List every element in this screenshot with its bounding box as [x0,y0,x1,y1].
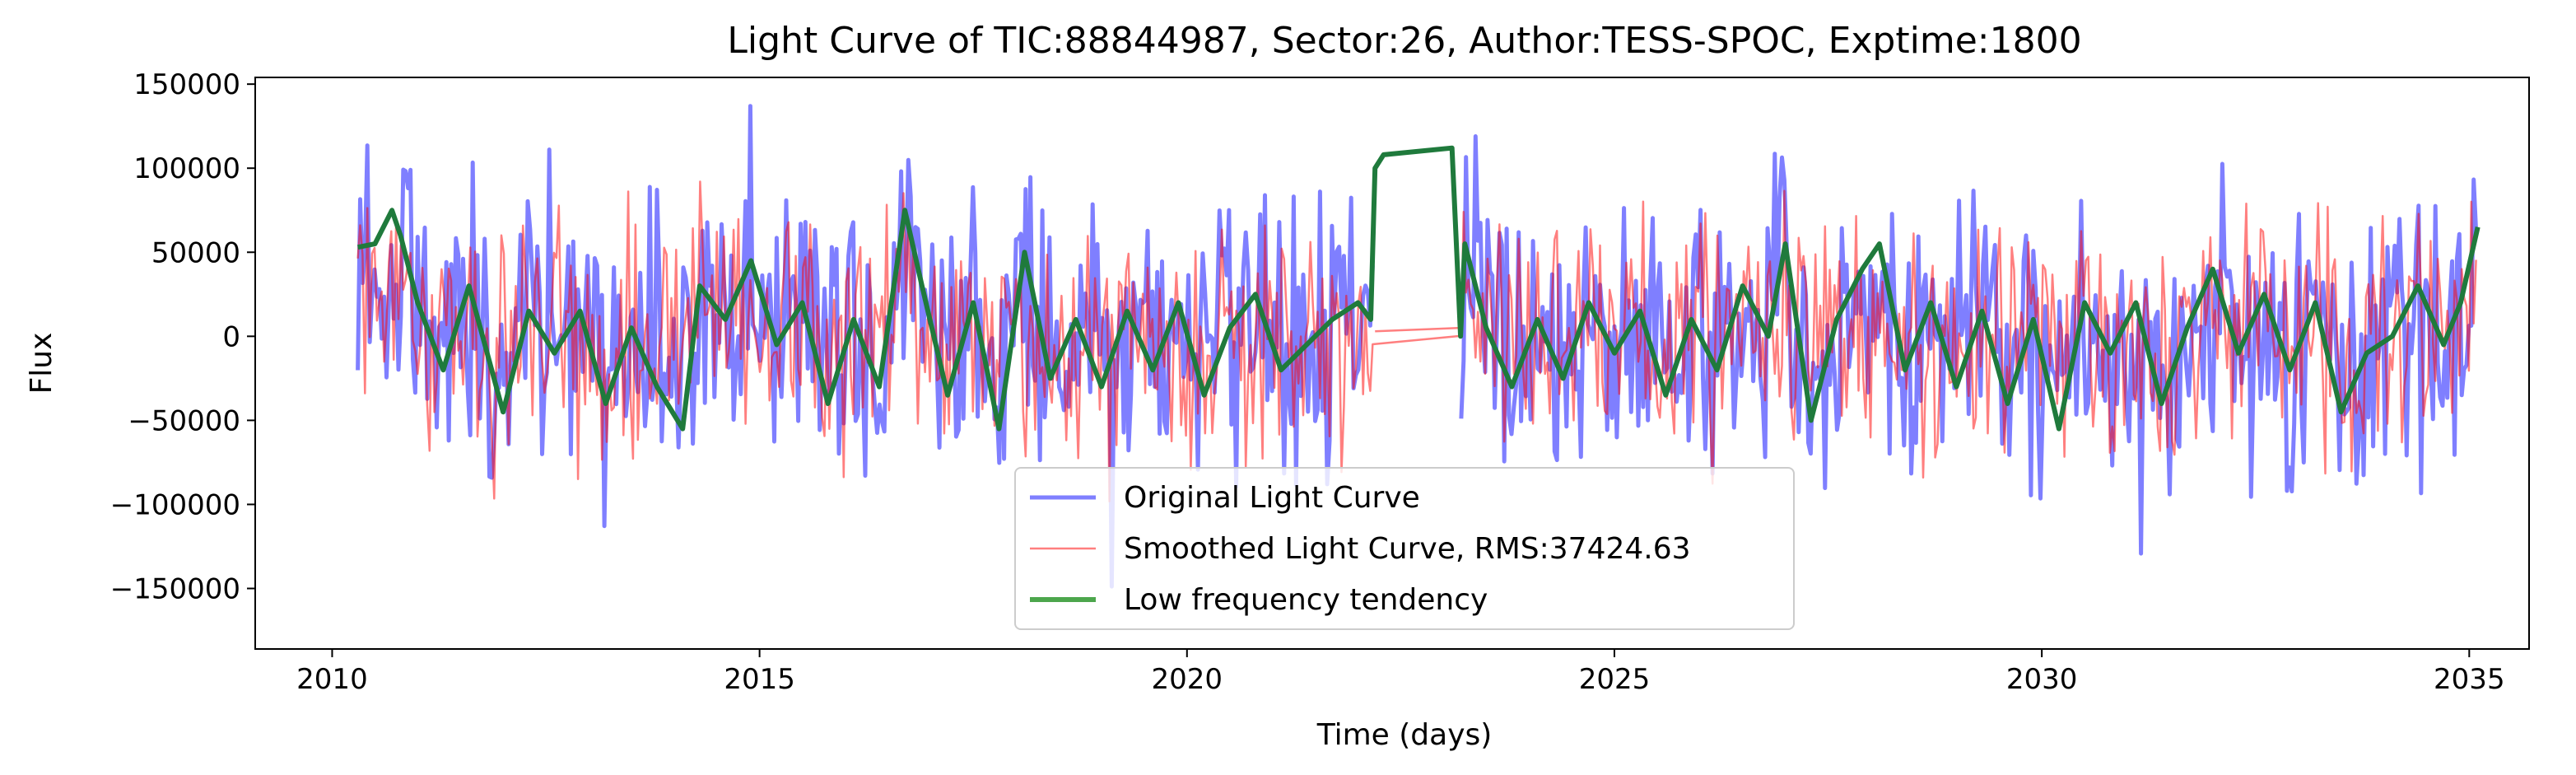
x-tick-label: 2020 [1152,663,1223,696]
series-low-frequency-tendency [357,145,2481,432]
x-tick-label: 2035 [2434,663,2505,696]
x-axis-label: Time (days) [1316,718,1493,752]
legend-label: Original Light Curve [1124,481,1420,515]
y-tick-label: 150000 [133,68,240,101]
legend-label: Low frequency tendency [1124,583,1488,617]
series-smoothed-gap-bridge [1375,326,1461,333]
x-tick-label: 2015 [724,663,795,696]
y-tick-label: −100000 [110,488,240,521]
y-tick-label: 100000 [133,152,240,185]
y-tick-label: −50000 [128,404,240,437]
plot-frame [254,77,2530,650]
x-tick-label: 2025 [1579,663,1651,696]
y-tick-label: 0 [222,320,240,353]
legend-frame [1014,467,1795,630]
legend: Original Light Curve Smoothed Light Curve… [1014,467,1795,630]
y-tick-label: −150000 [110,573,240,606]
x-axis: 2010 2015 2020 2025 2030 2035 [296,649,2505,696]
y-axis: −150000 −100000 −50000 0 50000 100000 150000 [110,68,255,606]
y-tick-label: 50000 [151,236,240,269]
x-tick-label: 2030 [2006,663,2078,696]
legend-label: Smoothed Light Curve, RMS:37424.63 [1124,532,1691,566]
y-axis-label: Flux [25,333,58,395]
x-tick-label: 2010 [296,663,368,696]
chart-title: Light Curve of TIC:88844987, Sector:26, … [727,20,2081,62]
plot-area [356,104,2481,589]
